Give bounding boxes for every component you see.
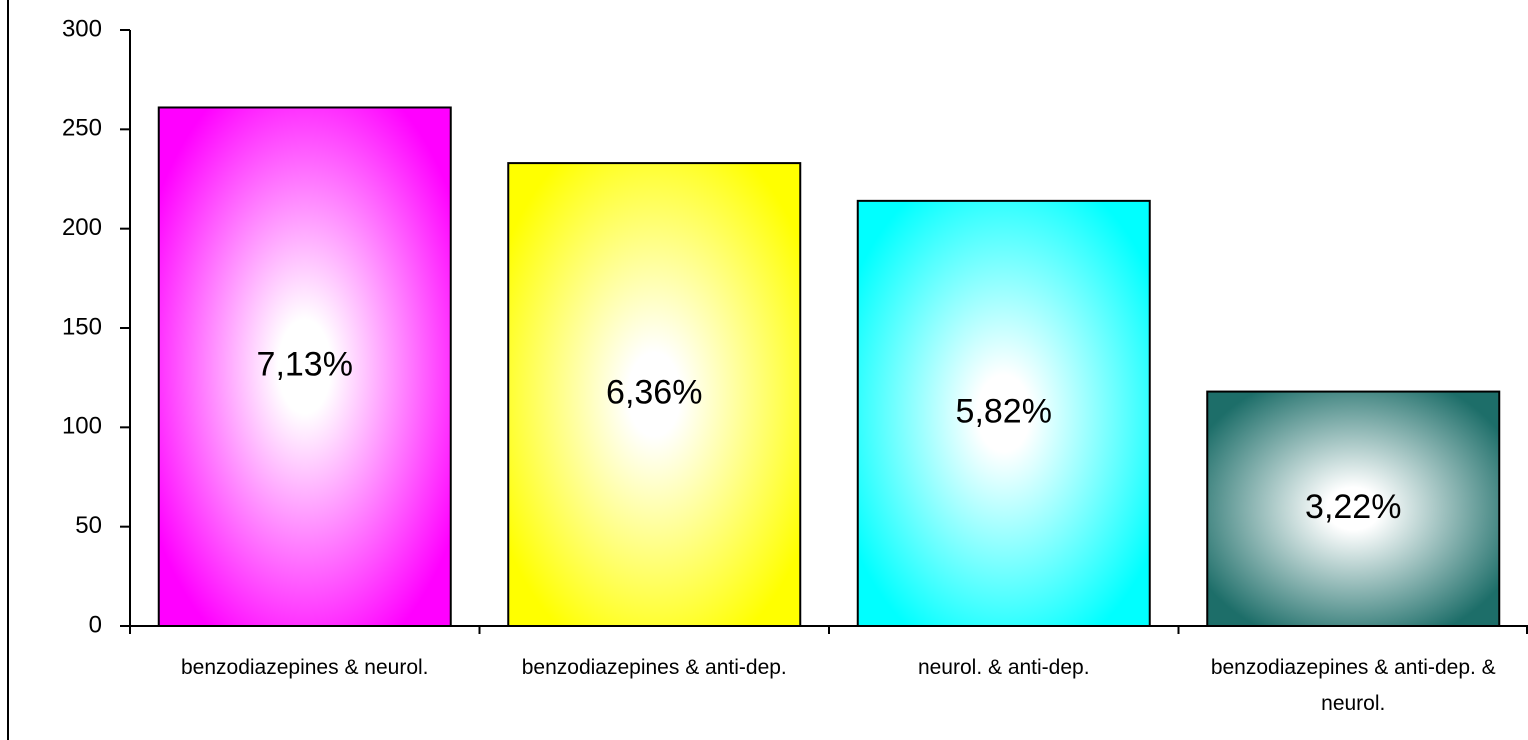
bar	[856, 199, 1151, 627]
x-tick-label: benzodiazepines & anti-dep. & neurol.	[1210, 656, 1496, 715]
bar-annotation: 5,82%	[956, 392, 1052, 430]
y-tick-label: 150	[62, 313, 102, 340]
y-tick-label: 200	[62, 214, 102, 241]
bar-annotation: 3,22%	[1305, 488, 1401, 526]
bar-annotation: 6,36%	[606, 374, 702, 412]
y-tick-label: 250	[62, 115, 102, 142]
y-tick-label: 0	[89, 611, 102, 638]
y-tick-label: 100	[62, 413, 102, 440]
x-tick-label: benzodiazepines & anti-dep.	[521, 656, 787, 679]
bar	[507, 162, 802, 628]
y-tick-label: 300	[62, 15, 102, 42]
bar	[1206, 390, 1501, 627]
y-tick-label: 50	[75, 512, 102, 539]
bar	[157, 106, 452, 628]
x-tick-label: neurol. & anti-dep.	[917, 656, 1090, 679]
bar-annotation: 7,13%	[257, 346, 353, 384]
x-tick-label: benzodiazepines & neurol.	[180, 656, 429, 679]
